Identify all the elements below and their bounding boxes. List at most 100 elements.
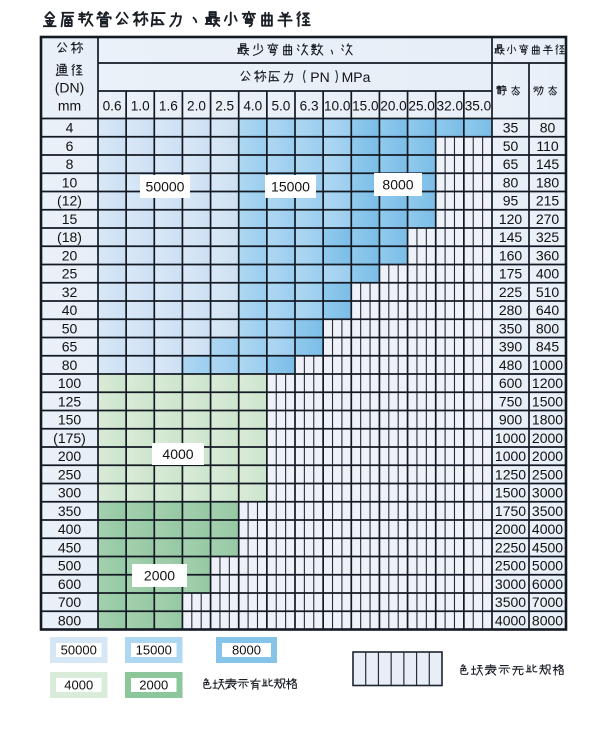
svg-text:225: 225 — [499, 284, 523, 300]
svg-text:3000: 3000 — [495, 576, 526, 592]
svg-text:mm: mm — [58, 98, 81, 114]
svg-text:MPa: MPa — [342, 69, 371, 85]
svg-text:1750: 1750 — [495, 503, 526, 519]
svg-text:(12): (12) — [57, 193, 82, 209]
svg-text:6000: 6000 — [532, 576, 563, 592]
svg-text:32: 32 — [62, 284, 78, 300]
svg-text:120: 120 — [499, 211, 523, 227]
svg-text:325: 325 — [536, 229, 560, 245]
svg-text:15: 15 — [62, 211, 78, 227]
svg-text:4000: 4000 — [64, 678, 93, 693]
svg-text:15000: 15000 — [271, 179, 310, 195]
svg-text:160: 160 — [499, 247, 523, 263]
svg-text:2500: 2500 — [495, 558, 526, 574]
svg-text:8000: 8000 — [232, 643, 261, 658]
svg-text:1250: 1250 — [495, 466, 526, 482]
svg-text:750: 750 — [499, 393, 523, 409]
svg-text:845: 845 — [536, 339, 560, 355]
svg-text:50: 50 — [503, 138, 519, 154]
svg-text:200: 200 — [58, 448, 82, 464]
svg-text:1500: 1500 — [532, 393, 563, 409]
svg-text:5000: 5000 — [532, 558, 563, 574]
svg-text:270: 270 — [536, 211, 560, 227]
svg-text:800: 800 — [58, 612, 82, 628]
svg-text:15.0: 15.0 — [352, 98, 379, 113]
svg-text:1000: 1000 — [532, 357, 563, 373]
svg-text:600: 600 — [499, 375, 523, 391]
svg-text:2000: 2000 — [532, 430, 563, 446]
svg-text:6: 6 — [66, 138, 74, 154]
svg-text:250: 250 — [58, 466, 82, 482]
svg-text:65: 65 — [503, 156, 519, 172]
svg-text:510: 510 — [536, 284, 560, 300]
svg-text:2000: 2000 — [495, 521, 526, 537]
svg-text:80: 80 — [62, 357, 78, 373]
svg-text:25.0: 25.0 — [408, 98, 435, 113]
svg-text:3500: 3500 — [495, 594, 526, 610]
svg-text:20.0: 20.0 — [380, 98, 407, 113]
svg-text:350: 350 — [499, 320, 523, 336]
svg-text:3000: 3000 — [532, 485, 563, 501]
svg-text:2.0: 2.0 — [187, 98, 206, 113]
svg-text:1000: 1000 — [495, 448, 526, 464]
svg-text:0.6: 0.6 — [103, 98, 122, 113]
svg-text:65: 65 — [62, 339, 78, 355]
svg-text:2000: 2000 — [139, 678, 168, 693]
svg-text:145: 145 — [536, 156, 560, 172]
svg-text:50000: 50000 — [61, 643, 97, 658]
svg-text:35: 35 — [503, 120, 519, 136]
svg-text:800: 800 — [536, 320, 560, 336]
svg-text:4000: 4000 — [495, 612, 526, 628]
svg-text:450: 450 — [58, 539, 82, 555]
svg-text:4.0: 4.0 — [243, 98, 262, 113]
svg-text:10.0: 10.0 — [324, 98, 351, 113]
svg-text:4000: 4000 — [162, 446, 193, 462]
svg-text:40: 40 — [62, 302, 78, 318]
svg-text:15000: 15000 — [136, 643, 172, 658]
svg-text:6.3: 6.3 — [300, 98, 319, 113]
svg-text:215: 215 — [536, 193, 560, 209]
svg-text:PN: PN — [310, 69, 329, 85]
svg-text:1200: 1200 — [532, 375, 563, 391]
svg-text:300: 300 — [58, 485, 82, 501]
svg-text:600: 600 — [58, 576, 82, 592]
svg-text:175: 175 — [499, 266, 523, 282]
svg-text:2250: 2250 — [495, 539, 526, 555]
svg-text:150: 150 — [58, 412, 82, 428]
svg-text:350: 350 — [58, 503, 82, 519]
svg-text:125: 125 — [58, 393, 82, 409]
svg-text:280: 280 — [499, 302, 523, 318]
svg-text:1500: 1500 — [495, 485, 526, 501]
svg-text:1800: 1800 — [532, 412, 563, 428]
svg-text:80: 80 — [540, 120, 556, 136]
svg-text:2000: 2000 — [144, 568, 175, 584]
svg-text:20: 20 — [62, 247, 78, 263]
svg-text:2.5: 2.5 — [215, 98, 234, 113]
svg-text:500: 500 — [58, 558, 82, 574]
svg-text:390: 390 — [499, 339, 523, 355]
svg-text:10: 10 — [62, 174, 78, 190]
svg-text:3500: 3500 — [532, 503, 563, 519]
svg-text:640: 640 — [536, 302, 560, 318]
svg-text:110: 110 — [536, 138, 559, 154]
svg-text:145: 145 — [499, 229, 523, 245]
svg-text:50: 50 — [62, 320, 78, 336]
svg-text:4000: 4000 — [532, 521, 563, 537]
svg-text:80: 80 — [503, 174, 519, 190]
svg-text:100: 100 — [58, 375, 82, 391]
svg-text:2000: 2000 — [532, 448, 563, 464]
svg-text:1000: 1000 — [495, 430, 526, 446]
svg-text:25: 25 — [62, 266, 78, 282]
svg-text:8000: 8000 — [532, 612, 563, 628]
svg-text:2500: 2500 — [532, 466, 563, 482]
svg-text:50000: 50000 — [146, 179, 185, 195]
svg-text:8: 8 — [66, 156, 74, 172]
svg-text:4500: 4500 — [532, 539, 563, 555]
svg-text:1.6: 1.6 — [159, 98, 178, 113]
svg-text:5.0: 5.0 — [271, 98, 290, 113]
svg-text:(DN): (DN) — [55, 80, 85, 96]
svg-text:(175): (175) — [53, 430, 86, 446]
svg-text:7000: 7000 — [532, 594, 563, 610]
svg-text:900: 900 — [499, 412, 523, 428]
svg-text:700: 700 — [58, 594, 82, 610]
